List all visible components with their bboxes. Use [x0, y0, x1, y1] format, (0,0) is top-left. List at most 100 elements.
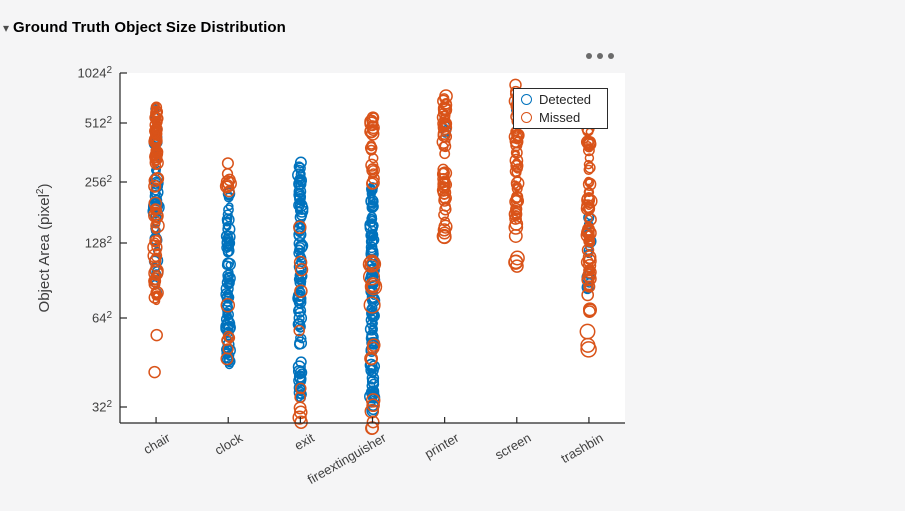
data-point [583, 305, 596, 318]
detected-marker-icon [521, 94, 532, 105]
data-point [368, 112, 379, 123]
data-point [584, 153, 595, 163]
data-point [293, 220, 307, 235]
data-point [151, 159, 160, 168]
data-point [364, 124, 379, 139]
data-point [366, 371, 380, 385]
data-point [580, 337, 596, 353]
data-point [150, 203, 161, 215]
y-tick-label: 642 [91, 310, 112, 326]
data-point [583, 140, 593, 150]
data-point [223, 234, 232, 244]
data-point [510, 259, 524, 273]
data-point [584, 187, 595, 198]
section-title: Ground Truth Object Size Distribution [13, 19, 286, 36]
section-header: ▾ Ground Truth Object Size Distribution [3, 19, 286, 36]
legend[interactable]: Detected Missed [513, 88, 608, 129]
data-point [149, 275, 160, 286]
data-point [152, 161, 162, 170]
data-point [582, 202, 596, 215]
data-point [437, 163, 449, 176]
data-point [296, 175, 307, 187]
data-point [368, 378, 380, 390]
section-collapse-icon[interactable]: ▾ [3, 20, 10, 35]
data-point [223, 237, 236, 249]
data-point [510, 138, 520, 149]
data-point [221, 260, 232, 271]
data-point [439, 148, 451, 160]
data-point [151, 172, 164, 186]
data-point [220, 313, 234, 326]
data-point [366, 415, 380, 429]
data-point [294, 156, 307, 169]
data-point [295, 333, 304, 343]
data-point [584, 162, 596, 174]
data-point [366, 201, 378, 214]
data-point [508, 229, 523, 243]
data-point [584, 144, 592, 153]
data-point [294, 415, 308, 429]
data-point [365, 127, 380, 141]
data-point [581, 288, 595, 302]
data-point [221, 213, 235, 227]
data-point [293, 311, 308, 325]
data-point [364, 322, 378, 336]
y-tick-label: 1282 [84, 235, 112, 251]
legend-label: Missed [539, 110, 581, 125]
legend-label: Detected [539, 92, 592, 107]
data-point [508, 220, 524, 235]
data-point [581, 193, 596, 208]
data-point [148, 365, 161, 379]
data-point [149, 131, 163, 144]
data-point [362, 255, 380, 273]
data-point [437, 108, 449, 119]
data-point [437, 126, 451, 141]
data-point [366, 398, 380, 413]
data-point [580, 341, 597, 358]
data-point [293, 370, 307, 383]
data-point [365, 241, 378, 254]
data-point [150, 146, 161, 157]
data-point [579, 323, 596, 340]
data-point [581, 273, 595, 287]
data-point [293, 339, 305, 350]
data-point [150, 218, 165, 233]
dot-icon [608, 53, 614, 59]
data-point [150, 105, 163, 118]
data-point [222, 244, 235, 257]
data-point [583, 164, 594, 175]
data-point [365, 393, 381, 408]
data-point [363, 296, 381, 314]
data-point [584, 236, 596, 248]
data-point [221, 157, 234, 170]
data-point [364, 358, 378, 372]
data-point [295, 269, 308, 283]
data-point [222, 222, 236, 236]
dot-icon [597, 53, 603, 59]
figure-options-ellipsis-icon[interactable] [586, 53, 614, 59]
data-point [364, 141, 378, 155]
data-point [151, 112, 164, 125]
data-point [293, 324, 305, 337]
y-tick-label: 5122 [84, 115, 112, 131]
data-point [582, 254, 597, 268]
data-point [152, 103, 160, 111]
data-point [294, 262, 309, 277]
data-point [584, 203, 595, 214]
data-point [152, 291, 162, 301]
data-point [224, 292, 235, 303]
data-point [366, 176, 380, 190]
y-tick-label: 2562 [84, 174, 112, 190]
data-point [365, 277, 381, 293]
legend-row-detected: Detected [521, 92, 607, 107]
data-point [436, 167, 450, 181]
data-point [437, 120, 453, 136]
data-point [293, 230, 305, 242]
data-point [439, 122, 449, 133]
data-point [220, 352, 234, 366]
data-point [437, 180, 450, 193]
data-point [584, 178, 595, 188]
data-point [365, 158, 379, 172]
